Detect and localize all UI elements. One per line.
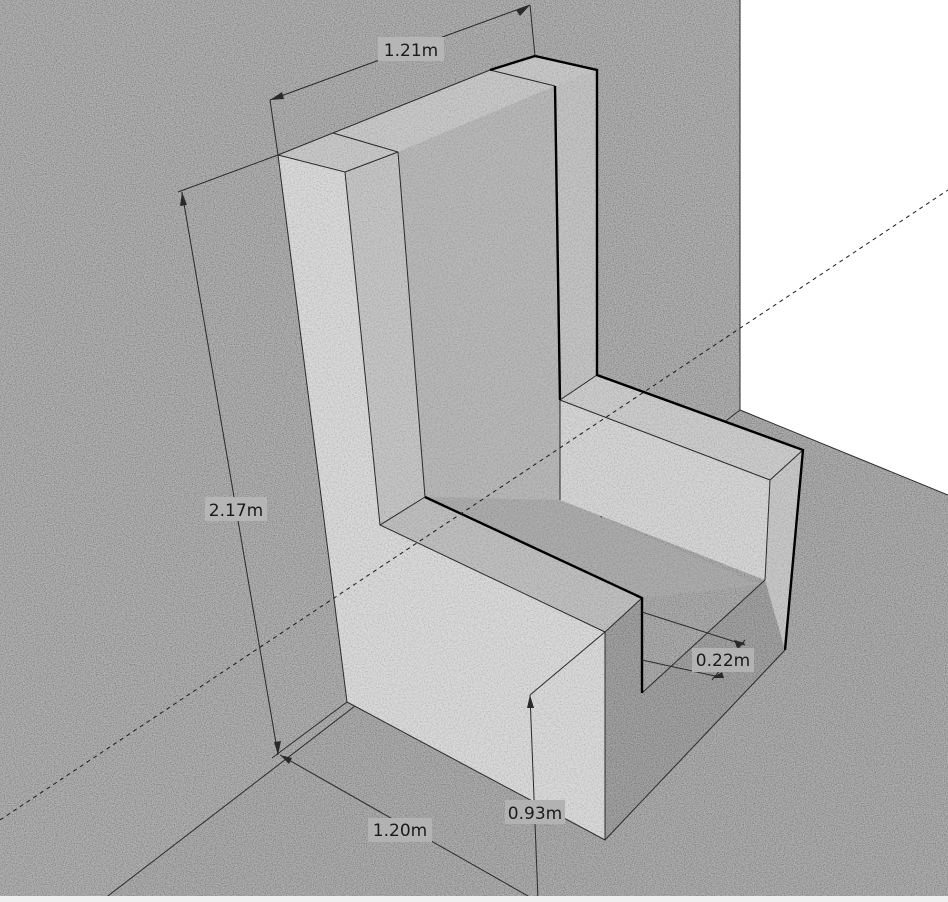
dimension-thickness[interactable]: 0.22m bbox=[641, 611, 754, 681]
dimension-height[interactable]: 2.17m bbox=[177, 154, 348, 759]
chair-seat-top bbox=[380, 497, 642, 632]
chair-seat-recess bbox=[425, 497, 760, 598]
chair-model[interactable] bbox=[277, 54, 805, 841]
green-axis-dashed bbox=[0, 189, 948, 821]
wall-floor-edge bbox=[739, 409, 948, 496]
dimension-width-top[interactable]: 1.21m bbox=[269, 4, 536, 156]
chair-right-arm-end bbox=[765, 450, 803, 650]
dimension-label-seat-height: 0.93m bbox=[508, 804, 562, 824]
dimension-label-width-top: 1.21m bbox=[384, 41, 438, 61]
chair-edge-i bbox=[764, 479, 771, 581]
chair-edge-j bbox=[769, 449, 804, 481]
chair-edge-k bbox=[641, 579, 766, 694]
chair-right-arm-top bbox=[560, 375, 803, 480]
chair-front-face bbox=[278, 155, 605, 840]
chair-bold-edge-back bbox=[489, 54, 805, 651]
dimension-label-thickness: 0.22m bbox=[696, 651, 750, 671]
chair-edge-d bbox=[379, 496, 426, 526]
chair-inner-back-face bbox=[398, 86, 560, 500]
chair-edge-h bbox=[559, 399, 771, 481]
chair-edge-m bbox=[489, 69, 556, 87]
chair-edge-b bbox=[397, 151, 426, 498]
chair-edge-c bbox=[332, 132, 399, 153]
chair-edge-e bbox=[604, 597, 643, 633]
dimension-label-width-bottom: 1.20m bbox=[373, 821, 427, 841]
dimension-width-bottom[interactable]: 1.20m bbox=[279, 754, 536, 901]
chair-edge-f bbox=[559, 374, 598, 401]
chair-right-arm-front bbox=[560, 400, 770, 580]
chair-bold-edge-inner bbox=[553, 85, 562, 401]
viewport-bottom-bar bbox=[0, 896, 948, 902]
chair-edge-l bbox=[604, 649, 786, 841]
chair-bold-edge-seat bbox=[424, 495, 644, 693]
chair-edge-a bbox=[344, 151, 399, 173]
chair-back-right-face bbox=[555, 70, 597, 400]
chair-backrest-top bbox=[278, 56, 597, 172]
dimension-seat-height[interactable]: 0.93m bbox=[505, 631, 606, 901]
dimension-label-height: 2.17m bbox=[209, 501, 263, 521]
